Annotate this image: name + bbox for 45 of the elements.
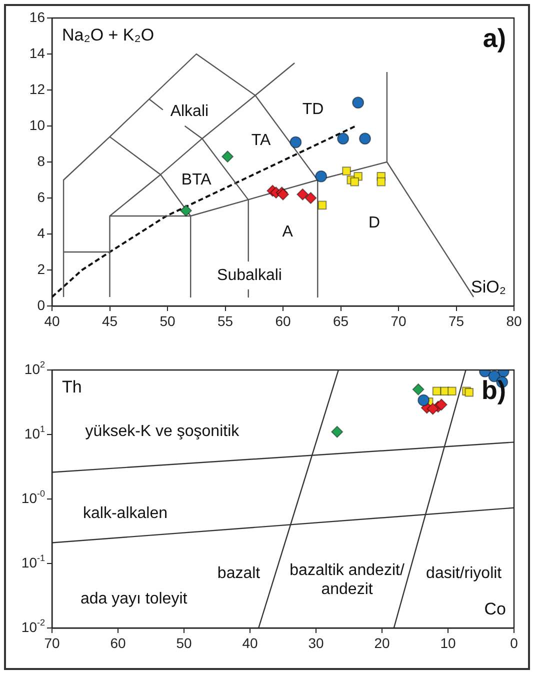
y-tick-label: 12 [29,80,46,97]
chart-title: a) [482,23,506,54]
y-tick-label: 4 [37,224,46,241]
annotation: TD [302,101,324,118]
x-tick-label: 20 [374,634,390,651]
y-axis-title: Th [62,378,82,397]
y-tick-label: 16 [29,8,46,25]
x-tick-label: 50 [176,634,192,651]
annotation: bazalt [217,564,261,582]
annotation: BTA [181,171,212,188]
x-tick-label: 80 [506,312,522,329]
x-tick-label: 0 [510,634,518,651]
annotation: Subalkali [217,266,282,284]
annotation: yüksek-K ve şoşonitik [85,423,240,440]
x-tick-label: 60 [110,634,126,651]
x-tick-label: 30 [308,634,324,651]
annotation: ada yayı toleyit [80,590,188,608]
x-tick-label: 70 [390,312,406,329]
x-tick-label: 55 [217,312,234,329]
chart-title: b) [481,375,506,406]
x-axis-title: SiO₂ [471,278,506,297]
x-tick-label: 60 [275,312,291,329]
x-axis-title: Co [484,600,506,619]
x-tick-label: 40 [44,312,60,329]
y-tick-label: 14 [29,44,46,61]
y-tick-label: 0 [37,296,46,313]
y-tick-label: 6 [37,188,46,205]
annotation: TA [251,132,272,149]
y-tick-label: 8 [37,152,46,169]
annotation: D [368,214,380,232]
x-tick-label: 65 [332,312,349,329]
x-tick-label: 50 [160,312,176,329]
x-tick-label: 70 [44,634,60,651]
annotation: kalk-alkalen [83,505,168,522]
x-tick-label: 40 [242,634,258,651]
annotation: dasit/riyolit [426,564,502,582]
annotation: bazaltik andezit/ andezit [290,562,405,598]
y-tick-label: 10 [29,116,46,133]
x-tick-label: 45 [102,312,118,329]
annotation: Alkali [170,103,209,120]
y-axis-title: Na₂O + K₂O [62,26,154,45]
x-tick-label: 10 [440,634,456,651]
x-tick-label: 75 [448,312,464,329]
y-tick-label: 2 [37,260,46,277]
annotation: A [282,224,294,241]
